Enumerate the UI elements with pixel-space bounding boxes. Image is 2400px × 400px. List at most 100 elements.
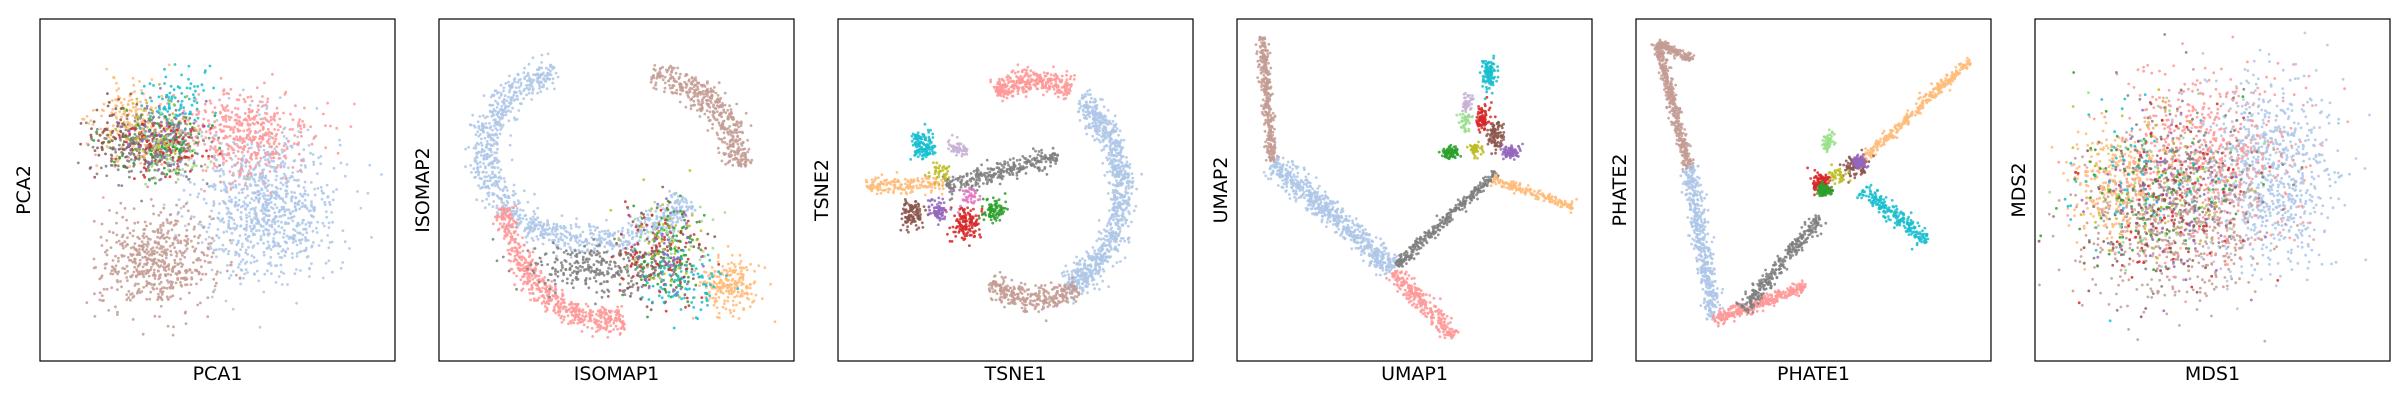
isomap-point-light-blue (620, 229, 624, 233)
isomap-point-salmon (550, 280, 554, 283)
isomap-point-light-blue (475, 155, 478, 159)
isomap-point-light-blue (470, 171, 473, 174)
pca-point-orange (117, 87, 121, 90)
pca-point-rosy-brown (160, 234, 164, 238)
isomap-point-salmon (603, 321, 607, 325)
pca-point-light-blue (262, 179, 266, 183)
pca-point-light-blue (262, 232, 266, 236)
pca-point-salmon (228, 118, 231, 122)
pca-point-brown (114, 137, 118, 141)
pca-point-rosy-brown (181, 254, 184, 257)
isomap-point-light-blue (578, 243, 582, 247)
pca-point-light-blue (316, 220, 319, 224)
isomap-point-light-blue (485, 171, 488, 174)
pca-point-light-blue (205, 230, 209, 234)
pca-point-light-blue (241, 242, 244, 246)
pca-point-salmon (269, 118, 273, 122)
pca-point-light-blue (249, 184, 253, 188)
pca-point-salmon (226, 144, 230, 148)
pca-point-light-blue (246, 239, 250, 243)
pca-point-light-blue (207, 235, 211, 239)
pca-point-cyan (142, 84, 146, 88)
pca-point-salmon (282, 144, 286, 148)
pca-point-orange (85, 142, 89, 146)
isomap-point-salmon (515, 252, 519, 256)
pca-point-orange (95, 164, 99, 168)
pca-point-light-blue (227, 222, 231, 226)
isomap-point-salmon (507, 242, 511, 246)
pca-point-orange (127, 99, 131, 103)
isomap-point-light-blue (532, 210, 536, 213)
isomap-point-salmon (513, 283, 516, 287)
isomap-point-light-blue (497, 90, 500, 94)
isomap-point-light-blue (640, 232, 643, 236)
pca-point-light-blue (293, 159, 297, 162)
pca-point-light-blue (246, 143, 249, 147)
pca-point-light-green (145, 136, 149, 140)
pca-point-light-blue (265, 209, 269, 212)
pca-point-rosy-brown (198, 220, 202, 224)
pca-point-light-blue (258, 159, 262, 163)
pca-point-rosy-brown (116, 272, 120, 276)
pca-point-light-blue (250, 221, 254, 225)
isomap-point-light-blue (522, 89, 525, 93)
isomap-point-salmon (562, 318, 566, 322)
isomap-point-light-blue (540, 61, 543, 64)
pca-point-cyan (157, 95, 161, 99)
isomap-point-rosy-brown (732, 145, 735, 149)
pca-point-cyan (196, 85, 200, 88)
pca-point-light-blue (326, 234, 329, 237)
pca-point-light-blue (268, 261, 272, 265)
isomap-point-light-blue (509, 98, 513, 101)
isomap-point-salmon (532, 297, 536, 301)
pca-point-orange (131, 114, 135, 118)
pca-point-rosy-brown (198, 234, 202, 237)
pca-point-light-blue (261, 194, 265, 198)
isomap-point-light-blue (525, 218, 528, 221)
pca-point-light-blue (266, 269, 269, 273)
isomap-point-light-blue (480, 148, 484, 151)
isomap-point-light-blue (655, 215, 659, 219)
isomap-point-rosy-brown (649, 80, 653, 84)
isomap-point-light-blue (491, 205, 495, 209)
pca-point-rosy-brown (145, 297, 149, 301)
isomap-point-light-blue (506, 109, 510, 113)
pca-point-light-blue (332, 166, 336, 170)
pca-point-green (149, 152, 153, 156)
pca-point-rosy-brown (193, 268, 197, 272)
pca-point-rosy-brown (119, 201, 123, 205)
isomap-point-light-blue (541, 235, 545, 239)
isomap-point-light-blue (478, 150, 482, 154)
pca-point-rosy-brown (206, 315, 210, 318)
pca-point-rosy-brown (166, 248, 169, 252)
pca-point-salmon (229, 188, 233, 191)
isomap-point-salmon (555, 294, 559, 298)
pca-point-cyan (214, 111, 217, 115)
pca-point-light-blue (316, 187, 320, 190)
isomap-point-light-blue (475, 198, 479, 202)
isomap-point-light-blue (605, 241, 609, 245)
pca-point-salmon (229, 128, 233, 132)
pca-point-brown (117, 97, 120, 101)
pca-point-light-green (174, 144, 178, 148)
pca-point-salmon (240, 124, 244, 127)
pca-point-rosy-brown (157, 258, 160, 262)
isomap-point-light-blue (493, 89, 497, 93)
pca-point-light-blue (230, 231, 234, 235)
pca-point-rosy-brown (186, 238, 190, 241)
pca-point-light-green (169, 157, 173, 161)
pca-point-light-blue (308, 275, 311, 278)
isomap-point-light-blue (484, 186, 488, 189)
isomap-point-rosy-brown (711, 126, 714, 130)
pca-point-light-blue (249, 207, 253, 211)
pca-point-light-blue (276, 163, 280, 167)
pca-point-orange (128, 165, 132, 169)
isomap-point-light-blue (527, 74, 530, 77)
pca-point-grey (133, 132, 137, 136)
pca-point-grey (202, 139, 206, 143)
pca-point-light-blue (284, 249, 287, 253)
pca-point-salmon (232, 137, 236, 141)
pca-point-rosy-brown (94, 266, 98, 269)
isomap-point-light-blue (559, 232, 563, 236)
pca-point-brown (121, 147, 125, 151)
